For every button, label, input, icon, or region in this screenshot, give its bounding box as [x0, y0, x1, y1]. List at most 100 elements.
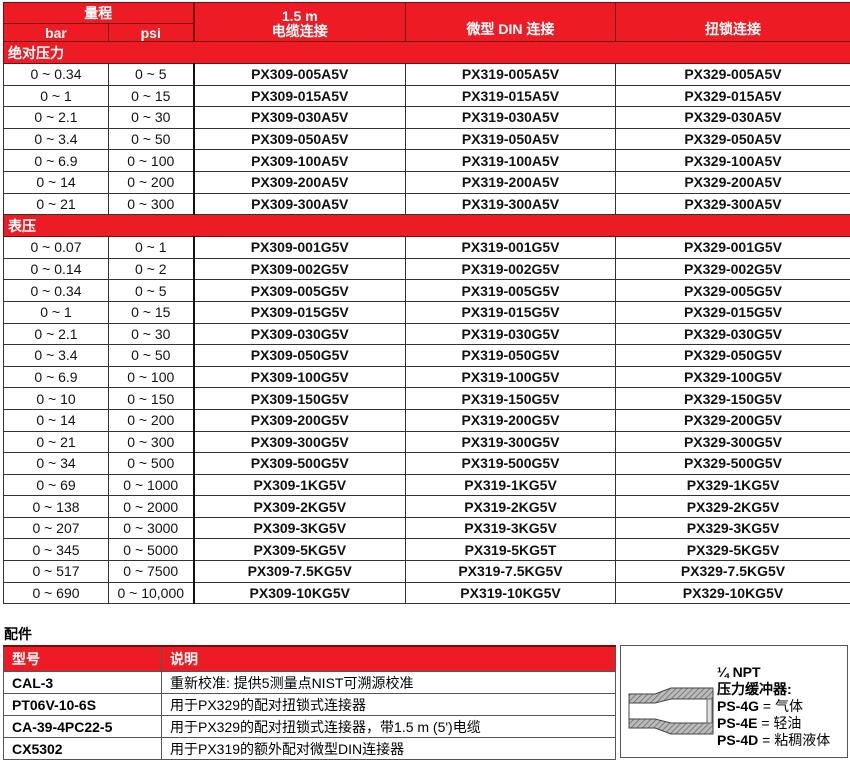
cable-model: PX309-005G5V — [192, 279, 406, 302]
din-model: PX319-015G5V — [405, 300, 616, 324]
table-row: 0 ~ 207 0 ~ 3000 PX309-3KG5V PX319-3KG5V PX3… — [3, 516, 850, 540]
group-label: 绝对压力 — [3, 41, 850, 64]
din-model: PX319-005A5V — [405, 63, 616, 86]
model-table: 量程 1.5 m 电缆连接 微型 DIN 连接 扭锁连接 bar psi 绝对压… — [3, 2, 850, 605]
twist-model: PX329-100G5V — [615, 365, 850, 389]
cable-model: PX309-10KG5V — [192, 581, 406, 605]
din-model: PX319-10KG5V — [405, 581, 616, 605]
cable-model: PX309-300G5V — [192, 430, 406, 454]
bar-range: 0 ~ 517 — [3, 560, 109, 583]
table-row: 0 ~ 2.1 0 ~ 30 PX309-030G5V PX319-030G5V PX3… — [3, 322, 850, 346]
bar-range: 0 ~ 69 — [3, 473, 109, 497]
cable-header: 1.5 m 电缆连接 — [192, 2, 406, 42]
table-row: 0 ~ 21 0 ~ 300 PX309-300G5V PX319-300G5V PX3… — [3, 430, 850, 454]
twist-model: PX329-005G5V — [615, 279, 850, 302]
cable-model: PX309-001G5V — [192, 236, 406, 259]
twist-model: PX329-030G5V — [615, 322, 850, 346]
bar-range: 0 ~ 0.14 — [3, 257, 109, 281]
accessory-row: CA-39-4PC22-5 用于PX329的配对扭锁式连接器，带1.5 m (5'… — [3, 715, 616, 738]
psi-range: 0 ~ 2000 — [108, 495, 194, 518]
bar-range: 0 ~ 2.1 — [3, 106, 109, 129]
din-model: PX319-050A5V — [405, 127, 616, 151]
twist-model: PX329-005A5V — [615, 63, 850, 86]
table-row: 0 ~ 517 0 ~ 7500 PX309-7.5KG5V PX319-7.5KG5… — [3, 560, 850, 583]
twist-model: PX329-002G5V — [615, 257, 850, 281]
twist-model: PX329-200A5V — [615, 170, 850, 194]
accessory-row: PT06V-10-6S 用于PX329的配对扭锁式连接器 — [3, 693, 616, 716]
cable-model: PX309-200A5V — [192, 170, 406, 194]
psi-range: 0 ~ 1 — [108, 236, 194, 259]
psi-range: 0 ~ 2 — [108, 257, 194, 281]
din-model: PX319-7.5KG5V — [405, 560, 616, 583]
psi-range: 0 ~ 50 — [108, 344, 194, 367]
twist-model: PX329-1KG5V — [615, 473, 850, 497]
bar-range: 0 ~ 207 — [3, 516, 109, 540]
psi-header: psi — [108, 23, 194, 42]
twist-header: 扭锁连接 — [615, 2, 850, 42]
cable-model: PX309-100G5V — [192, 365, 406, 389]
accessory-row: CAL-3 重新校准: 提供5测量点NIST可溯源校准 — [3, 671, 616, 694]
cable-model: PX309-030G5V — [192, 322, 406, 346]
din-model: PX319-002G5V — [405, 257, 616, 281]
bar-range: 0 ~ 3.4 — [3, 127, 109, 151]
din-model: PX319-3KG5V — [405, 516, 616, 540]
bar-range: 0 ~ 345 — [3, 538, 109, 562]
accessory-description: 用于PX329的配对扭锁式连接器 — [161, 693, 616, 716]
cable-model: PX309-150G5V — [192, 387, 406, 410]
table-row: 0 ~ 14 0 ~ 200 PX309-200G5V PX319-200G5V PX3… — [3, 408, 850, 432]
snubber-item: PS-4D = 粘稠液体 — [717, 732, 830, 748]
psi-range: 0 ~ 30 — [108, 322, 194, 346]
table-row: 0 ~ 0.34 0 ~ 5 PX309-005G5V PX319-005G5V PX3… — [3, 279, 850, 302]
table-row: 0 ~ 6.9 0 ~ 100 PX309-100G5V PX319-100G5V PX… — [3, 365, 850, 389]
table-row: 0 ~ 21 0 ~ 300 PX309-300A5V PX319-300A5V PX3… — [3, 192, 850, 216]
twist-model: PX329-5KG5V — [615, 538, 850, 562]
twist-model: PX329-300G5V — [615, 430, 850, 454]
psi-range: 0 ~ 5 — [108, 279, 194, 302]
din-model: PX319-015A5V — [405, 84, 616, 108]
table-row: 0 ~ 69 0 ~ 1000 PX309-1KG5V PX319-1KG5V PX32… — [3, 473, 850, 497]
accessory-description: 重新校准: 提供5测量点NIST可溯源校准 — [161, 671, 616, 694]
cable-model: PX309-002G5V — [192, 257, 406, 281]
cable-model: PX309-1KG5V — [192, 473, 406, 497]
accessory-row: CX5302 用于PX319的额外配对微型DIN连接器 — [3, 737, 616, 760]
psi-range: 0 ~ 3000 — [108, 516, 194, 540]
bar-range: 0 ~ 10 — [3, 387, 109, 410]
cable-model: PX309-500G5V — [192, 452, 406, 475]
twist-model: PX329-10KG5V — [615, 581, 850, 605]
table-row: 0 ~ 14 0 ~ 200 PX309-200A5V PX319-200A5V PX3… — [3, 170, 850, 194]
bar-range: 0 ~ 2.1 — [3, 322, 109, 346]
psi-range: 0 ~ 30 — [108, 106, 194, 129]
bar-range: 0 ~ 1 — [3, 300, 109, 324]
accessory-description: 用于PX329的配对扭锁式连接器，带1.5 m (5')电缆 — [161, 715, 616, 738]
din-model: PX319-1KG5V — [405, 473, 616, 497]
din-model: PX319-300A5V — [405, 192, 616, 216]
psi-range: 0 ~ 100 — [108, 149, 194, 172]
table-row: 0 ~ 6.9 0 ~ 100 PX309-100A5V PX319-100A5V PX… — [3, 149, 850, 172]
accessory-model: CX5302 — [3, 737, 162, 760]
cable-model: PX309-050G5V — [192, 344, 406, 367]
snubber-model: PS-4E — [717, 715, 758, 731]
psi-range: 0 ~ 100 — [108, 365, 194, 389]
cable-header-line1: 1.5 m — [281, 8, 318, 24]
table-row: 0 ~ 138 0 ~ 2000 PX309-2KG5V PX319-2KG5V PX3… — [3, 495, 850, 518]
din-model: PX319-500G5V — [405, 452, 616, 475]
table-row: 0 ~ 2.1 0 ~ 30 PX309-030A5V PX319-030A5V PX3… — [3, 106, 850, 129]
cable-model: PX309-3KG5V — [192, 516, 406, 540]
din-model: PX319-5KG5T — [405, 538, 616, 562]
table-row: 0 ~ 3.4 0 ~ 50 PX309-050G5V PX319-050G5V PX3… — [3, 344, 850, 367]
psi-range: 0 ~ 200 — [108, 170, 194, 194]
accessories-table: 型号 说明 CAL-3 重新校准: 提供5测量点NIST可溯源校准 PT06V-10… — [3, 645, 616, 760]
bar-range: 0 ~ 1 — [3, 84, 109, 108]
twist-model: PX329-015A5V — [615, 84, 850, 108]
table-row: 0 ~ 0.34 0 ~ 5 PX309-005A5V PX319-005A5V PX3… — [3, 63, 850, 86]
psi-range: 0 ~ 15 — [108, 300, 194, 324]
table-row: 0 ~ 34 0 ~ 500 PX309-500G5V PX319-500G5V PX3… — [3, 452, 850, 475]
twist-model: PX329-001G5V — [615, 236, 850, 259]
psi-range: 0 ~ 150 — [108, 387, 194, 410]
snubber-box: ¼ NPT 压力缓冲器: PS-4G = 气体 PS-4E = 轻油 PS-4D… — [620, 645, 848, 758]
cable-model: PX309-100A5V — [192, 149, 406, 172]
table-row: 0 ~ 10 0 ~ 150 PX309-150G5V PX319-150G5V PX3… — [3, 387, 850, 410]
group-row: 表压 — [3, 214, 850, 238]
